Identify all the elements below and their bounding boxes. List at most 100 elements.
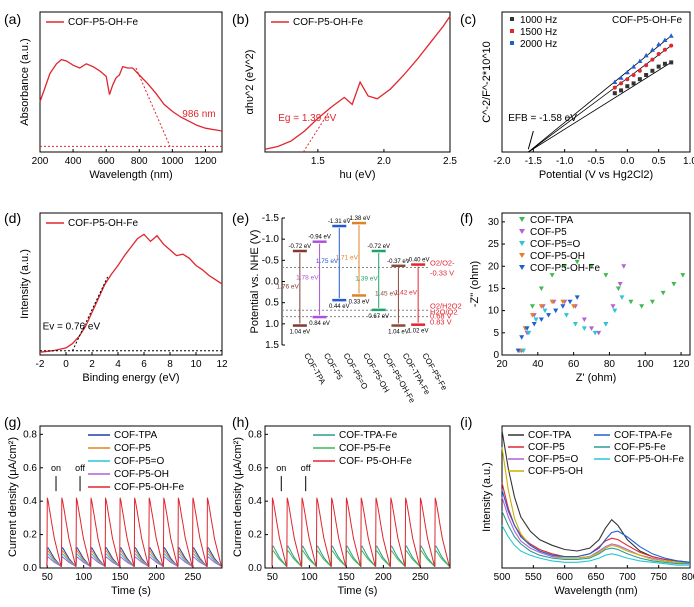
- legend-marker: [510, 29, 514, 33]
- x-tick-label: 700: [619, 572, 636, 583]
- off-label: off: [75, 463, 85, 473]
- y-tick-label: 0.6: [23, 463, 37, 474]
- data-point: [656, 41, 662, 47]
- panel-label: (h): [232, 414, 249, 430]
- chart-i: 500 550 600 650 700 750 800 Wavelength (nm) Inte…: [481, 425, 694, 597]
- x-tick-label: 1200: [194, 156, 217, 167]
- x-tick-label: 100: [637, 359, 654, 370]
- x-tick-label: 80: [604, 359, 616, 370]
- chart-e: -1.5 -1.0 -0.5 0.0 0.5 1.0 1.5 Potential vs. NH…: [249, 213, 462, 405]
- data-point: [612, 79, 618, 84]
- x-tick-label: 1.0: [683, 156, 694, 167]
- data-point: [662, 61, 667, 66]
- legend-label: COF-TPA: [528, 430, 571, 441]
- vb-label: 0.67 eV: [368, 314, 389, 320]
- x-tick-label: -2.0: [493, 156, 511, 167]
- y-tick-label: 0.4: [23, 496, 37, 507]
- x-tick-label: 0: [63, 359, 69, 370]
- chart-a: 200 400 600 800 1000 1200 Wavelength (nm) Absor…: [19, 11, 223, 181]
- x-tick-label: 40: [532, 359, 544, 370]
- x-tick-label: 150: [112, 572, 129, 583]
- y-tick-label: 20: [488, 261, 500, 272]
- x-axis-label: Z' (ohm): [576, 372, 617, 384]
- data-point: [669, 43, 674, 48]
- legend-label: COF-P5: [528, 442, 565, 453]
- x-tick-label: 2: [89, 359, 95, 370]
- data-point: [549, 299, 555, 305]
- data-point: [637, 68, 642, 73]
- x-axis-label: Time (s): [111, 585, 151, 597]
- chart-g: 50 100 150 200 250 Time (s) 0.0 0.2 0.4 0.6 0.8 Cur…: [7, 425, 223, 597]
- data-point: [650, 57, 655, 62]
- data-point: [612, 85, 617, 90]
- data-point: [531, 321, 537, 327]
- x-tick-label: 200: [32, 156, 49, 167]
- data-point: [618, 75, 624, 80]
- x-tick-label: 800: [682, 572, 694, 583]
- x-tick-label: 650: [588, 572, 605, 583]
- legend-label: COF-P5-OH: [114, 469, 169, 480]
- data-point: [546, 313, 552, 318]
- x-tick-label: 50: [267, 572, 279, 583]
- y-tick-label: -1.5: [262, 213, 280, 224]
- data-point: [639, 304, 645, 309]
- data-point: [649, 47, 655, 52]
- data-point: [529, 304, 535, 309]
- data-point: [574, 295, 580, 300]
- legend-label: COF-TPA-Fe: [614, 430, 673, 441]
- x-tick-label: 250: [412, 572, 429, 583]
- off-label: off: [301, 463, 311, 473]
- x-axis-label: hu (eV): [339, 169, 375, 181]
- ev-annotation: Ev = 0.76 eV: [43, 321, 101, 332]
- x-tick-label: 200: [375, 572, 392, 583]
- x-tick-label: 550: [525, 572, 542, 583]
- legend-label: COF-TPA-Fe: [339, 430, 398, 441]
- data-point: [538, 317, 544, 322]
- legend-label: COF-P5-OH: [530, 251, 585, 262]
- data-point: [581, 317, 587, 322]
- gap-label: 1.78 eV: [296, 274, 319, 281]
- x-axis-label: Time (s): [338, 585, 378, 597]
- data-point: [637, 58, 643, 63]
- data-point: [656, 52, 661, 56]
- fit-line: [528, 45, 672, 153]
- y-tick-label: 0.0: [248, 563, 262, 574]
- y-tick-label: 15: [488, 283, 500, 294]
- data-point: [574, 259, 580, 265]
- data-point: [596, 330, 602, 336]
- vb-label: 1.04 eV: [290, 330, 311, 336]
- series-line: [501, 525, 690, 566]
- legend-label: COF-P5: [114, 443, 151, 454]
- legend-label: COF-P5-OH: [528, 466, 583, 477]
- gap-label: 1.76 eV: [276, 283, 299, 290]
- data-point: [662, 37, 668, 42]
- x-tick-label: -1.5: [525, 156, 543, 167]
- legend-label: 1500 Hz: [520, 27, 557, 38]
- x-tick-label: 150: [338, 572, 355, 583]
- legend-label: COF-P5: [530, 227, 567, 238]
- cb-label: -0.72 eV: [289, 244, 312, 250]
- series-line: [39, 58, 223, 132]
- ref-value: 0.68 V: [430, 311, 452, 320]
- y-axis-label: Absorbance (a.u.): [19, 38, 31, 125]
- legend-marker: [519, 229, 525, 234]
- data-point: [621, 264, 627, 269]
- x-tick-label: -2: [36, 359, 45, 370]
- chart-h: 50 100 150 200 250 Time (s) 0.0 0.2 0.4 0.6 0.8 Cur…: [232, 425, 451, 597]
- x-tick-label: 6: [141, 359, 147, 370]
- y-axis-label: C^-2/F^-2*10^10: [481, 41, 493, 123]
- tangent-line: [135, 67, 171, 147]
- data-point: [529, 313, 535, 318]
- data-point: [660, 290, 666, 296]
- x-tick-label: 60: [568, 359, 580, 370]
- data-point: [562, 264, 568, 269]
- x-tick-label: 2.0: [377, 156, 391, 167]
- y-axis-label: Intensity (a.u.): [19, 249, 31, 319]
- panel-label: (g): [4, 414, 21, 430]
- legend-label: COF-P5=O: [528, 454, 579, 465]
- y-axis-label: Current density (μA/cm²): [232, 437, 244, 557]
- gap-label: 1.71 eV: [336, 254, 359, 261]
- data-point: [624, 69, 630, 75]
- y-tick-label: 0.2: [23, 530, 37, 541]
- x-axis-label: Wavelength (nm): [89, 169, 172, 181]
